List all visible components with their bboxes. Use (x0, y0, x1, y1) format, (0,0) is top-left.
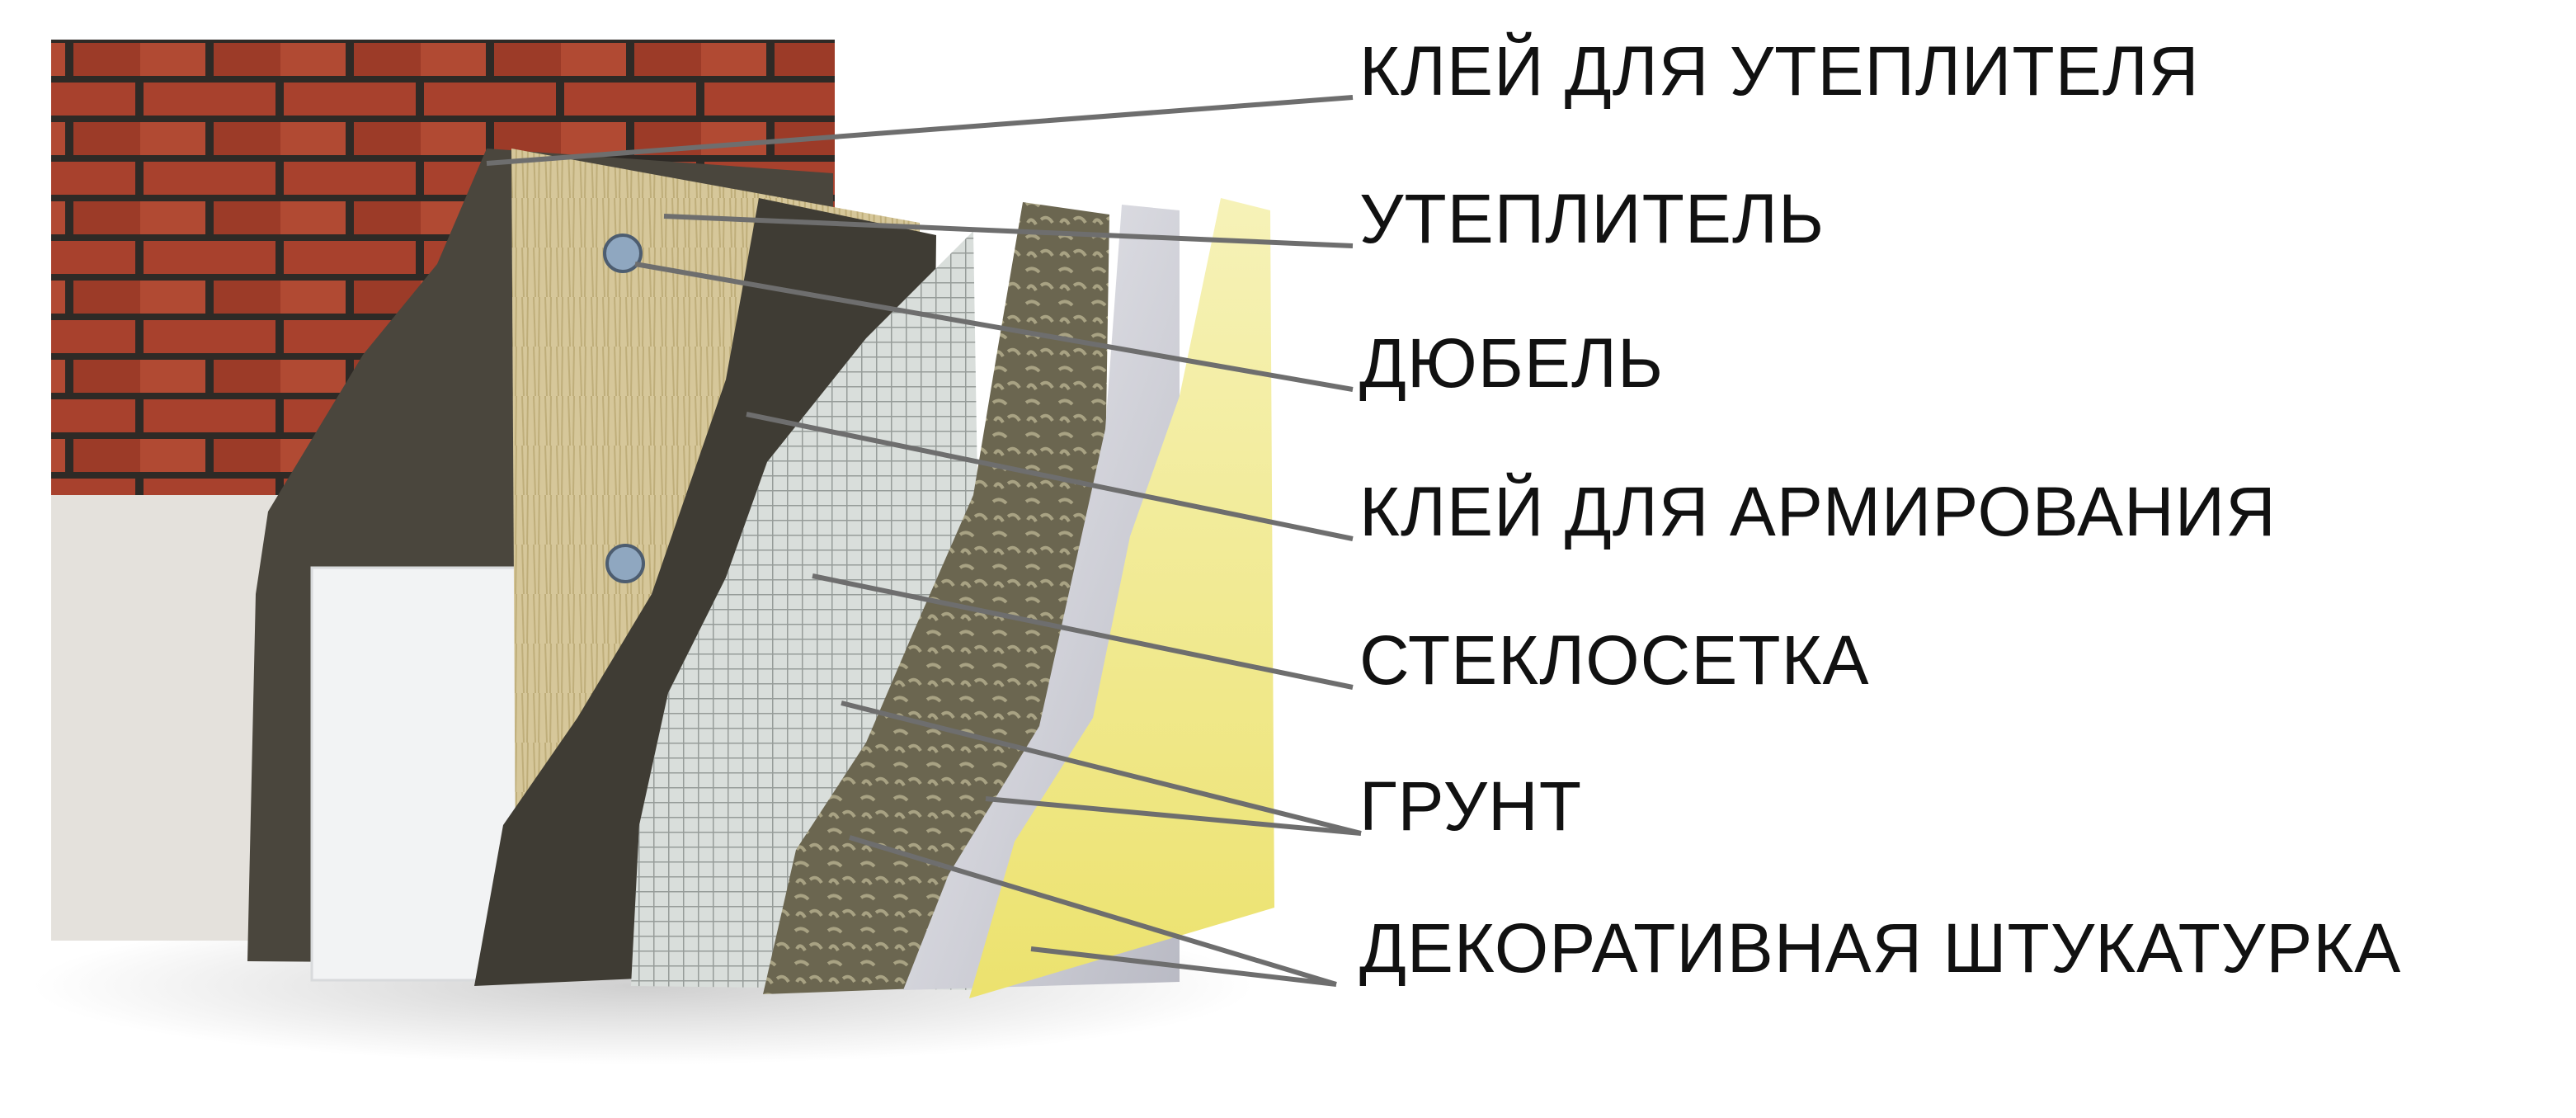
dowel-head-lower (605, 544, 645, 583)
leader-line-primer-b (985, 796, 1362, 836)
finish-coat-layer (969, 198, 1274, 998)
label-insulation: УТЕПЛИТЕЛЬ (1359, 180, 1825, 257)
leader-line-primer-a (841, 701, 1362, 836)
label-decor-plaster: ДЕКОРАТИВНАЯ ШТУКАТУРКА (1359, 909, 2402, 987)
label-primer: ГРУНТ (1359, 767, 1583, 845)
label-glue-reinforce: КЛЕЙ ДЛЯ АРМИРОВАНИЯ (1359, 473, 2277, 550)
leader-line-decor-plaster-b (1030, 946, 1337, 987)
leader-line-glue-reinforce (746, 412, 1354, 541)
label-dowel: ДЮБЕЛЬ (1359, 324, 1665, 402)
label-glue-insulation: КЛЕЙ ДЛЯ УТЕПЛИТЕЛЯ (1359, 32, 2200, 110)
leader-line-dowel (634, 262, 1354, 392)
leader-line-insulation (663, 214, 1354, 248)
leader-lines (486, 95, 1362, 987)
label-fiberglass-mesh: СТЕКЛОСЕТКА (1359, 621, 1870, 699)
leader-line-glue-insulation (486, 95, 1354, 166)
leader-line-fiberglass-mesh (812, 573, 1354, 690)
dowel-head-upper (603, 234, 643, 273)
leader-line-decor-plaster-a (849, 835, 1337, 987)
